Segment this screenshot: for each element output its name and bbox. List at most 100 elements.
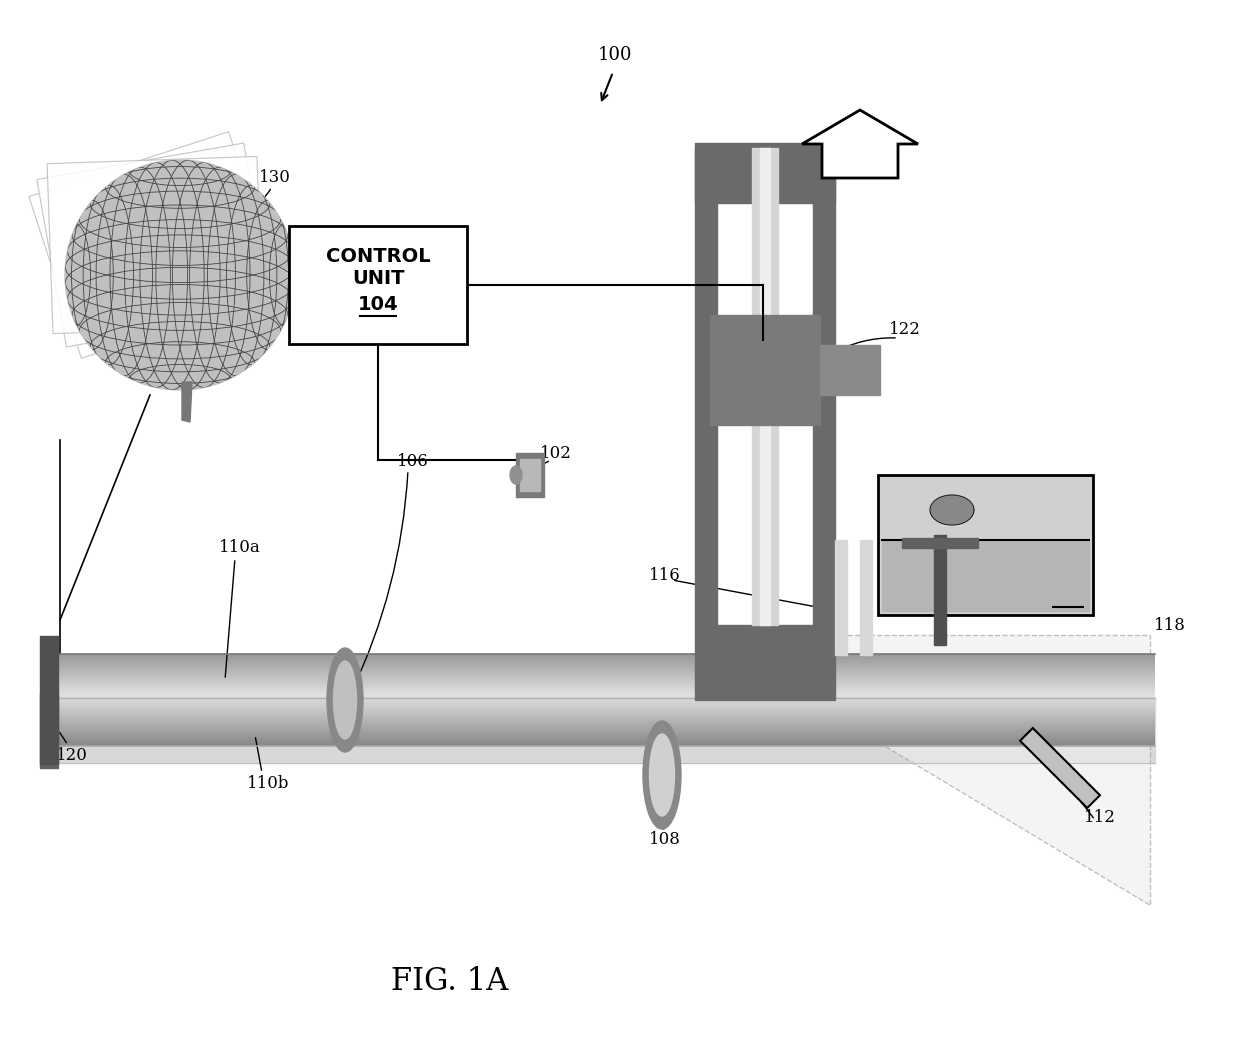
Bar: [58, 721, 1154, 722]
Bar: [58, 709, 1154, 710]
Bar: [694, 143, 835, 203]
Text: 118: 118: [1154, 616, 1185, 633]
Polygon shape: [802, 110, 918, 178]
Bar: [58, 694, 1154, 696]
Bar: [58, 684, 1154, 685]
Bar: [58, 700, 1154, 701]
Bar: [58, 731, 1154, 732]
Bar: [58, 695, 1154, 697]
Bar: [58, 655, 1154, 658]
Bar: [835, 540, 847, 655]
Polygon shape: [1021, 728, 1100, 808]
Bar: [58, 722, 1154, 723]
Bar: [58, 661, 1154, 662]
Text: 100: 100: [598, 46, 632, 64]
Bar: [58, 674, 1154, 676]
Bar: [58, 705, 1154, 706]
Bar: [751, 148, 777, 625]
Bar: [58, 653, 1154, 655]
Bar: [901, 538, 978, 548]
Polygon shape: [182, 382, 192, 422]
Bar: [58, 673, 1154, 674]
Bar: [58, 676, 1154, 677]
Bar: [58, 666, 1154, 667]
Bar: [58, 671, 1154, 672]
Bar: [58, 690, 1154, 691]
Bar: [58, 669, 1154, 670]
Bar: [516, 453, 544, 497]
Bar: [58, 694, 1154, 695]
Bar: [58, 723, 1154, 724]
Bar: [882, 540, 1089, 611]
Ellipse shape: [510, 466, 522, 484]
Bar: [58, 706, 1154, 707]
Bar: [58, 728, 1154, 729]
Bar: [861, 540, 872, 655]
Bar: [58, 687, 1154, 688]
Bar: [58, 693, 1154, 694]
Text: CONTROL: CONTROL: [326, 247, 430, 266]
Bar: [934, 535, 946, 645]
Ellipse shape: [650, 734, 675, 816]
Bar: [40, 692, 58, 768]
Bar: [289, 226, 467, 344]
Bar: [58, 662, 1154, 663]
Text: 130: 130: [259, 169, 291, 186]
Bar: [58, 680, 1154, 681]
Bar: [820, 345, 880, 394]
Polygon shape: [37, 143, 273, 347]
Bar: [58, 656, 1154, 658]
Bar: [58, 735, 1154, 737]
Text: 110b: 110b: [247, 774, 289, 791]
Ellipse shape: [644, 721, 681, 829]
Bar: [58, 710, 1154, 711]
Text: 132: 132: [999, 482, 1030, 499]
Bar: [694, 148, 717, 625]
Text: 120: 120: [56, 748, 88, 765]
Bar: [58, 720, 1154, 721]
Bar: [58, 675, 1154, 677]
Bar: [58, 691, 1154, 692]
Bar: [58, 704, 1154, 705]
Bar: [58, 683, 1154, 684]
Bar: [58, 692, 1154, 693]
Bar: [58, 681, 1154, 682]
Bar: [58, 703, 1154, 704]
Bar: [58, 679, 1154, 680]
Bar: [58, 665, 1154, 666]
Bar: [58, 740, 1154, 741]
Bar: [58, 654, 1154, 656]
Bar: [58, 677, 1154, 679]
Bar: [813, 148, 835, 625]
Polygon shape: [47, 157, 263, 333]
Bar: [520, 459, 539, 491]
Bar: [58, 743, 1154, 744]
Bar: [58, 717, 1154, 719]
Polygon shape: [29, 132, 281, 359]
Bar: [878, 476, 1092, 615]
Bar: [58, 701, 1154, 702]
Text: 108: 108: [649, 831, 681, 849]
Bar: [58, 663, 1154, 664]
Text: FIG. 1A: FIG. 1A: [392, 967, 508, 997]
Bar: [58, 724, 1154, 725]
Bar: [58, 725, 1154, 726]
Polygon shape: [930, 495, 973, 525]
Bar: [58, 726, 1154, 727]
Bar: [58, 727, 1154, 728]
Text: 110a: 110a: [219, 540, 260, 557]
Bar: [58, 739, 1154, 740]
Bar: [58, 688, 1154, 689]
Bar: [58, 734, 1154, 736]
Bar: [58, 729, 1154, 730]
Bar: [694, 625, 835, 700]
Circle shape: [64, 160, 295, 390]
Bar: [58, 686, 1154, 687]
Text: 106: 106: [397, 453, 429, 470]
Bar: [58, 745, 1154, 746]
Text: 104: 104: [357, 296, 398, 315]
Bar: [58, 664, 1154, 665]
Ellipse shape: [334, 661, 357, 739]
Text: 124: 124: [924, 482, 956, 499]
Bar: [58, 732, 1154, 733]
